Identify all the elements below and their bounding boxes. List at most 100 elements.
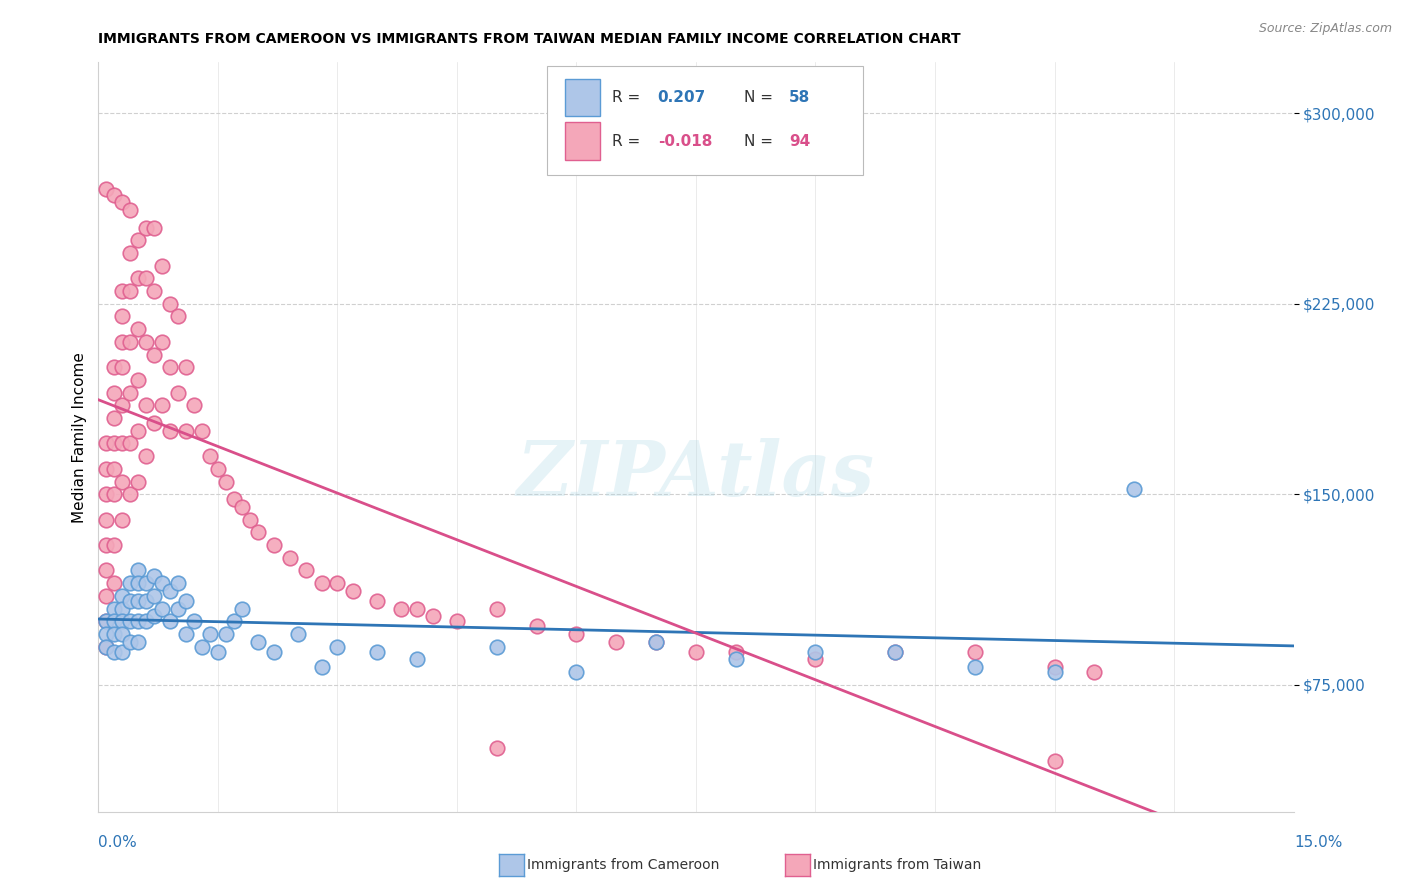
Point xyxy=(526,619,548,633)
Point xyxy=(111,614,134,628)
Text: Source: ZipAtlas.com: Source: ZipAtlas.com xyxy=(1258,22,1392,36)
Point xyxy=(174,424,197,438)
Point xyxy=(174,360,197,375)
Point xyxy=(103,385,125,400)
Point xyxy=(127,373,149,387)
Point xyxy=(278,550,301,565)
Point xyxy=(120,246,142,260)
Point xyxy=(804,652,827,666)
Text: 0.207: 0.207 xyxy=(658,90,706,105)
Point xyxy=(120,385,142,400)
Text: Immigrants from Cameroon: Immigrants from Cameroon xyxy=(527,858,720,872)
Point xyxy=(159,360,181,375)
Point xyxy=(127,322,149,336)
Point xyxy=(263,538,285,552)
Point xyxy=(645,634,668,648)
Point xyxy=(366,645,388,659)
Point xyxy=(174,594,197,608)
Point xyxy=(645,634,668,648)
Point xyxy=(263,645,285,659)
Point xyxy=(135,594,157,608)
Point xyxy=(191,424,214,438)
Point xyxy=(1083,665,1105,679)
Point xyxy=(222,614,245,628)
Point xyxy=(174,627,197,641)
Bar xyxy=(565,78,600,116)
Text: Immigrants from Taiwan: Immigrants from Taiwan xyxy=(813,858,981,872)
Point xyxy=(342,583,364,598)
Point xyxy=(231,601,253,615)
Point xyxy=(207,462,229,476)
Point xyxy=(96,462,118,476)
Point xyxy=(111,436,134,450)
Point xyxy=(103,487,125,501)
Point xyxy=(565,627,588,641)
Point xyxy=(135,614,157,628)
Point xyxy=(111,645,134,659)
Point xyxy=(103,538,125,552)
Point xyxy=(96,538,118,552)
Point xyxy=(287,627,309,641)
Point xyxy=(724,645,747,659)
Point xyxy=(127,424,149,438)
Point xyxy=(103,462,125,476)
Point xyxy=(127,271,149,285)
Point xyxy=(120,634,142,648)
Point xyxy=(183,614,205,628)
Point xyxy=(103,627,125,641)
Point xyxy=(143,589,166,603)
Point xyxy=(565,665,588,679)
Point xyxy=(127,594,149,608)
Point xyxy=(366,594,388,608)
Point xyxy=(884,645,907,659)
Point xyxy=(159,297,181,311)
Point xyxy=(143,568,166,582)
Point xyxy=(167,576,190,591)
Text: N =: N = xyxy=(744,90,778,105)
Point xyxy=(326,640,349,654)
Point xyxy=(222,492,245,507)
Text: 15.0%: 15.0% xyxy=(1295,836,1343,850)
Point xyxy=(96,563,118,577)
Point xyxy=(111,475,134,489)
Point xyxy=(326,576,349,591)
Point xyxy=(96,640,118,654)
Point xyxy=(103,645,125,659)
Point xyxy=(111,601,134,615)
Point xyxy=(120,436,142,450)
Point xyxy=(120,614,142,628)
Point xyxy=(159,424,181,438)
Point xyxy=(143,609,166,624)
Point xyxy=(191,640,214,654)
Point xyxy=(215,627,238,641)
Point xyxy=(963,645,986,659)
Text: R =: R = xyxy=(613,90,645,105)
Point xyxy=(111,627,134,641)
Point xyxy=(111,360,134,375)
Point xyxy=(96,614,118,628)
Point xyxy=(167,601,190,615)
Point xyxy=(485,601,508,615)
Point xyxy=(724,652,747,666)
Point xyxy=(150,259,173,273)
Point xyxy=(485,741,508,756)
Point xyxy=(150,334,173,349)
Point xyxy=(111,513,134,527)
Text: N =: N = xyxy=(744,134,778,149)
Point xyxy=(1043,754,1066,768)
Text: R =: R = xyxy=(613,134,645,149)
Point xyxy=(96,640,118,654)
Point xyxy=(150,576,173,591)
Point xyxy=(246,634,269,648)
Point xyxy=(167,385,190,400)
Point xyxy=(135,449,157,463)
Point xyxy=(143,284,166,298)
Y-axis label: Median Family Income: Median Family Income xyxy=(72,351,87,523)
Point xyxy=(96,614,118,628)
Point xyxy=(215,475,238,489)
Point xyxy=(127,563,149,577)
Point xyxy=(150,398,173,412)
Text: -0.018: -0.018 xyxy=(658,134,711,149)
Point xyxy=(127,614,149,628)
Point xyxy=(167,310,190,324)
